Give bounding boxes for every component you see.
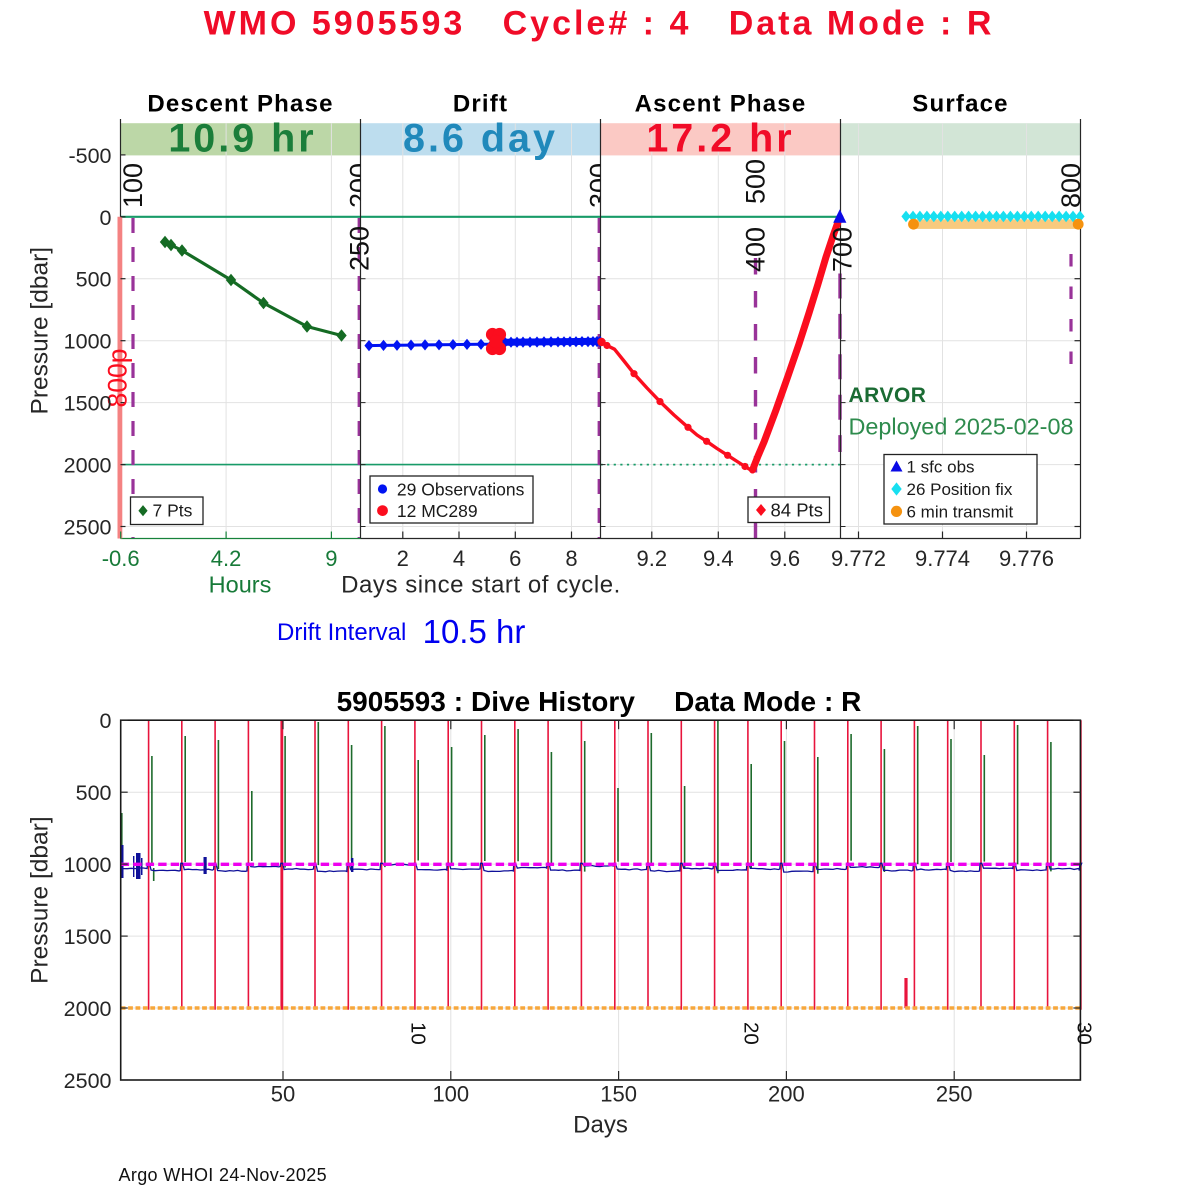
svg-text:1 sfc obs: 1 sfc obs xyxy=(907,458,975,477)
svg-text:9.2: 9.2 xyxy=(637,546,668,571)
svg-text:9.4: 9.4 xyxy=(703,546,734,571)
svg-text:4: 4 xyxy=(453,546,465,571)
svg-text:10: 10 xyxy=(407,1022,430,1045)
svg-text:100: 100 xyxy=(432,1082,469,1107)
svg-text:9.772: 9.772 xyxy=(831,546,886,571)
svg-text:250: 250 xyxy=(344,226,374,271)
svg-text:84 Pts: 84 Pts xyxy=(771,500,823,521)
svg-text:12 MC289: 12 MC289 xyxy=(397,501,478,521)
svg-text:Drift: Drift xyxy=(453,91,508,118)
svg-text:2500: 2500 xyxy=(64,516,112,540)
svg-text:9.774: 9.774 xyxy=(915,546,970,571)
svg-text:800: 800 xyxy=(1056,163,1086,208)
svg-text:150: 150 xyxy=(600,1082,637,1107)
svg-text:6: 6 xyxy=(509,546,521,571)
svg-text:5905593 : Dive History Dat: 5905593 : Dive History Data Mode : R xyxy=(337,686,862,717)
svg-text:2500: 2500 xyxy=(64,1069,112,1093)
svg-text:2: 2 xyxy=(397,546,409,571)
svg-text:Days since start of cycle.: Days since start of cycle. xyxy=(341,572,621,599)
svg-text:300: 300 xyxy=(584,163,614,208)
svg-text:700: 700 xyxy=(828,227,858,272)
svg-text:Days: Days xyxy=(573,1112,628,1139)
svg-text:30: 30 xyxy=(1072,1022,1095,1045)
svg-text:10.9 hr: 10.9 hr xyxy=(168,117,316,161)
svg-text:250: 250 xyxy=(936,1082,973,1107)
svg-text:7 Pts: 7 Pts xyxy=(153,501,193,521)
svg-text:1500: 1500 xyxy=(64,925,112,949)
svg-text:Hours: Hours xyxy=(209,572,272,598)
svg-text:1000: 1000 xyxy=(64,853,112,877)
svg-text:Surface: Surface xyxy=(912,91,1008,118)
svg-text:Pressure [dbar]: Pressure [dbar] xyxy=(27,247,54,415)
svg-text:26 Position fix: 26 Position fix xyxy=(907,480,1013,499)
svg-text:4.2: 4.2 xyxy=(211,546,242,571)
svg-text:2000: 2000 xyxy=(64,997,112,1021)
svg-text:10.5 hr: 10.5 hr xyxy=(423,613,526,650)
svg-text:50: 50 xyxy=(271,1082,295,1107)
svg-text:0: 0 xyxy=(100,206,112,230)
svg-text:800p: 800p xyxy=(103,349,133,408)
svg-text:Drift Interval: Drift Interval xyxy=(277,619,406,646)
svg-text:17.2 hr: 17.2 hr xyxy=(646,117,794,161)
svg-text:9.6: 9.6 xyxy=(770,546,801,571)
svg-text:Ascent Phase: Ascent Phase xyxy=(635,91,807,118)
svg-text:400: 400 xyxy=(741,227,771,272)
svg-text:1500: 1500 xyxy=(64,392,112,416)
svg-text:500: 500 xyxy=(76,781,112,805)
svg-text:Descent Phase: Descent Phase xyxy=(147,91,333,118)
svg-text:200: 200 xyxy=(344,163,374,208)
svg-text:8: 8 xyxy=(565,546,577,571)
svg-text:Argo WHOI 24-Nov-2025: Argo WHOI 24-Nov-2025 xyxy=(119,1165,327,1185)
svg-text:-500: -500 xyxy=(68,144,111,168)
svg-text:0: 0 xyxy=(100,709,112,733)
svg-text:WMO 5905593 Cycle# : 4 Dat: WMO 5905593 Cycle# : 4 Data Mode : R xyxy=(204,5,995,43)
svg-text:20: 20 xyxy=(739,1022,762,1045)
svg-text:8.6 day: 8.6 day xyxy=(403,117,558,161)
svg-text:Pressure [dbar]: Pressure [dbar] xyxy=(27,816,54,984)
svg-text:-0.6: -0.6 xyxy=(102,546,140,571)
svg-text:ARVOR: ARVOR xyxy=(849,384,927,407)
svg-text:1000: 1000 xyxy=(64,330,112,354)
svg-text:6 min transmit: 6 min transmit xyxy=(907,503,1014,522)
svg-text:Deployed 2025-02-08: Deployed 2025-02-08 xyxy=(849,414,1074,440)
svg-text:2000: 2000 xyxy=(64,454,112,478)
svg-text:29 Observations: 29 Observations xyxy=(397,480,525,500)
svg-text:500: 500 xyxy=(76,268,112,292)
svg-text:200: 200 xyxy=(768,1082,805,1107)
svg-text:100: 100 xyxy=(118,163,148,208)
svg-text:9.776: 9.776 xyxy=(999,546,1054,571)
svg-text:500: 500 xyxy=(741,159,771,204)
svg-text:9: 9 xyxy=(325,546,337,571)
